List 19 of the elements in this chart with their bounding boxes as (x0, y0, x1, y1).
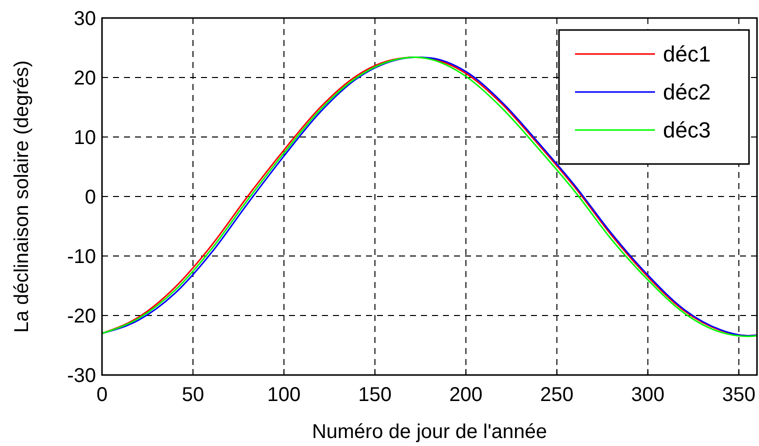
x-tick-label: 50 (182, 384, 204, 406)
y-tick-label: 0 (84, 186, 96, 208)
legend-label: déc3 (663, 118, 711, 143)
x-tick-label: 150 (358, 384, 392, 406)
y-tick-label: 30 (74, 8, 96, 30)
y-tick-label: -10 (67, 246, 96, 268)
legend-label: déc1 (663, 42, 711, 67)
legend-label: déc2 (663, 80, 711, 105)
y-tick-label: -20 (67, 306, 96, 328)
y-tick-label: 20 (74, 68, 96, 90)
y-tick-label: -30 (67, 365, 96, 387)
x-tick-label: 250 (540, 384, 574, 406)
x-tick-label: 100 (267, 384, 301, 406)
y-axis-title: La déclinaison solaire (degrés) (11, 60, 33, 333)
x-tick-label: 300 (631, 384, 665, 406)
x-axis-title: Numéro de jour de l'année (312, 421, 548, 443)
x-tick-label: 200 (449, 384, 483, 406)
y-tick-label: 10 (74, 127, 96, 149)
x-tick-label: 350 (722, 384, 756, 406)
